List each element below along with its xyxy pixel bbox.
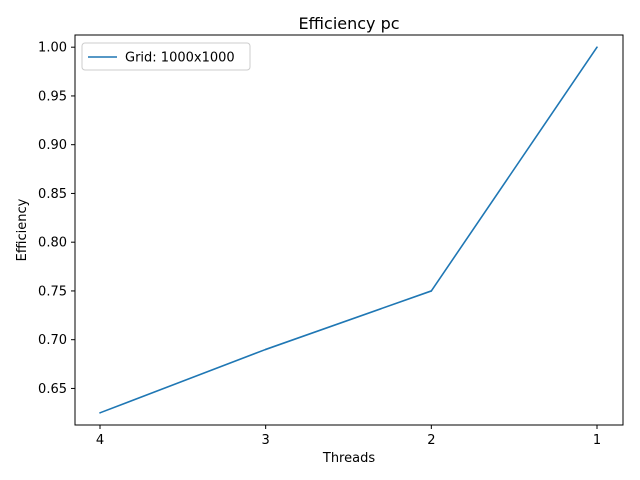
x-tick-label: 2 xyxy=(427,433,435,448)
y-axis-label: Efficiency xyxy=(15,198,30,261)
y-tick-label: 0.80 xyxy=(38,236,67,251)
data-point xyxy=(430,290,433,292)
y-tick-label: 0.70 xyxy=(38,333,67,348)
data-point xyxy=(596,46,598,48)
legend: Grid: 1000x1000 xyxy=(81,42,251,71)
series-group xyxy=(99,46,598,414)
legend-box xyxy=(81,42,251,71)
y-tick-label: 0.65 xyxy=(38,382,67,397)
y-axis-ticks: 0.65 0.70 0.75 0.80 0.85 0.90 0.95 1.00 xyxy=(38,41,75,397)
x-tick-label: 1 xyxy=(593,433,601,448)
x-tick-label: 3 xyxy=(262,433,270,448)
x-axis-label: Threads xyxy=(322,451,375,466)
x-axis-ticks: 4 3 2 1 xyxy=(96,425,601,448)
series-line xyxy=(99,46,598,414)
plot-frame xyxy=(74,34,624,426)
y-tick-label: 0.85 xyxy=(38,187,67,202)
y-tick-label: 0.75 xyxy=(38,284,67,299)
x-tick-label: 4 xyxy=(96,433,104,448)
data-point xyxy=(99,412,101,414)
chart-title: Efficiency pc xyxy=(298,14,399,33)
y-tick-label: 1.00 xyxy=(38,41,67,56)
legend-label: Grid: 1000x1000 xyxy=(125,51,235,66)
y-tick-label: 0.95 xyxy=(38,89,67,104)
data-point xyxy=(264,348,267,351)
y-tick-label: 0.90 xyxy=(38,138,67,153)
